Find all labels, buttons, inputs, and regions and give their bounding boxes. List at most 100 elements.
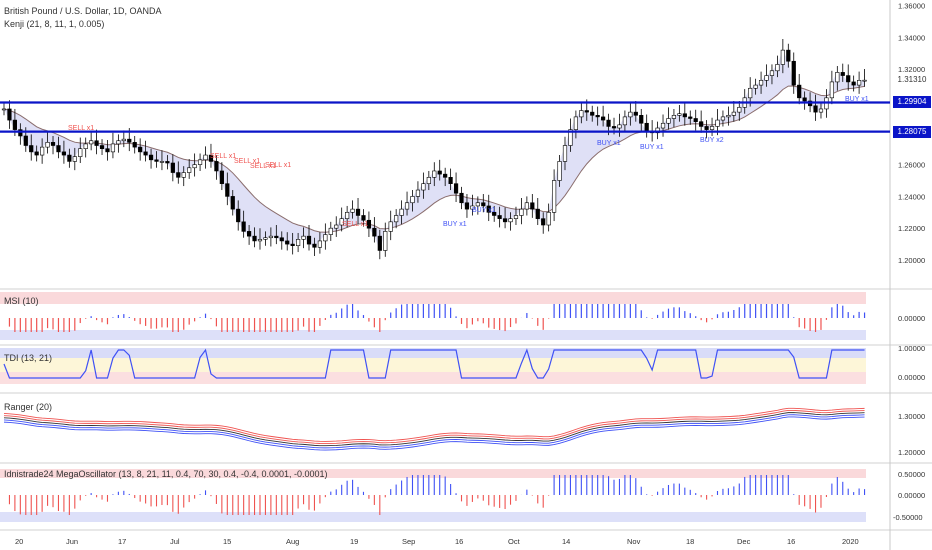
msi-pane-label[interactable]: MSI (10) bbox=[4, 296, 39, 306]
candle-body bbox=[829, 81, 834, 99]
candle-body bbox=[775, 64, 780, 72]
candle-body bbox=[552, 180, 557, 213]
candle-body bbox=[748, 87, 753, 99]
candle-body bbox=[791, 60, 796, 86]
candle-body bbox=[628, 111, 633, 118]
mega-axis-label: 0.50000 bbox=[898, 470, 925, 479]
mega-pane-label[interactable]: Idnistrade24 MegaOscillator (13, 8, 21, … bbox=[4, 469, 328, 479]
candle-body bbox=[568, 129, 573, 146]
time-axis-label: 16 bbox=[455, 537, 463, 546]
candle-body bbox=[132, 142, 137, 148]
candle-body bbox=[731, 111, 736, 116]
candle-body bbox=[671, 115, 677, 119]
candle-body bbox=[557, 161, 562, 181]
candle-body bbox=[192, 164, 197, 169]
candle-body bbox=[655, 127, 660, 134]
candle-body bbox=[116, 140, 121, 145]
tdi-axis-label: 0.00000 bbox=[898, 373, 925, 382]
candle-body bbox=[1, 108, 7, 111]
candle-body bbox=[857, 80, 862, 86]
price-axis-label: 1.20000 bbox=[898, 256, 925, 265]
candle-body bbox=[306, 235, 312, 245]
buy-signal-label: BUY x2 bbox=[700, 137, 724, 144]
last-price-badge: 1.31310 bbox=[893, 74, 931, 86]
candle-body bbox=[388, 221, 393, 232]
candle-body bbox=[89, 140, 94, 145]
candle-body bbox=[34, 151, 39, 156]
candle-body bbox=[421, 183, 426, 191]
candle-body bbox=[502, 218, 508, 223]
candle-body bbox=[660, 122, 666, 129]
candle-body bbox=[562, 145, 568, 162]
tdi-lower-zone bbox=[0, 372, 866, 384]
candle-body bbox=[29, 145, 34, 153]
price-axis-label: 1.36000 bbox=[898, 2, 925, 11]
candle-body bbox=[165, 161, 170, 164]
candle-body bbox=[12, 119, 17, 130]
candle-body bbox=[813, 105, 818, 113]
time-axis-label: 2020 bbox=[842, 537, 859, 546]
ranger-axis-label: 1.20000 bbox=[898, 448, 925, 457]
candle-body bbox=[279, 237, 284, 242]
candle-body bbox=[606, 119, 611, 127]
ranger-pane-label[interactable]: Ranger (20) bbox=[4, 402, 53, 412]
time-axis-label: 16 bbox=[787, 537, 795, 546]
candle-body bbox=[159, 161, 165, 163]
time-axis-label: Aug bbox=[286, 537, 299, 546]
candle-body bbox=[769, 70, 775, 76]
candle-body bbox=[415, 189, 421, 197]
buy-signal-label: BUY x1 bbox=[472, 207, 496, 214]
candle-body bbox=[726, 115, 731, 118]
ranger-band bbox=[3, 409, 865, 445]
candle-body bbox=[546, 212, 551, 226]
symbol-title[interactable]: British Pound / U.S. Dollar, 1D, OANDA bbox=[4, 6, 162, 16]
tdi-line bbox=[3, 348, 865, 379]
candle-body bbox=[524, 202, 529, 210]
candle-body bbox=[426, 177, 431, 184]
candle-body bbox=[301, 235, 306, 240]
candle-body bbox=[50, 142, 56, 146]
tdi-pane-label[interactable]: TDI (13, 21) bbox=[4, 353, 53, 363]
time-axis-label: 14 bbox=[562, 537, 570, 546]
candle-body bbox=[448, 177, 453, 184]
time-axis-label: 20 bbox=[15, 537, 23, 546]
candle-body bbox=[453, 183, 459, 194]
candle-body bbox=[720, 116, 726, 121]
candle-body bbox=[786, 49, 791, 62]
kenji-baseline bbox=[3, 85, 865, 233]
candle-body bbox=[633, 111, 638, 116]
candle-body bbox=[475, 202, 480, 207]
candle-body bbox=[317, 240, 322, 248]
candle-body bbox=[176, 172, 181, 178]
candle-body bbox=[486, 205, 491, 213]
mega-axis-label: 0.00000 bbox=[898, 491, 925, 500]
candle-body bbox=[181, 172, 186, 178]
candle-body bbox=[110, 143, 116, 153]
time-axis-label: Nov bbox=[627, 537, 641, 546]
candle-body bbox=[366, 219, 372, 229]
candle-body bbox=[143, 151, 148, 156]
price-axis-label: 1.34000 bbox=[898, 33, 925, 42]
candle-body bbox=[230, 196, 235, 210]
candle-body bbox=[170, 162, 175, 173]
level-badge-upper: 1.29904 bbox=[893, 96, 931, 108]
candle-body bbox=[797, 84, 802, 99]
time-axis-label: Sep bbox=[402, 537, 415, 546]
candle-body bbox=[704, 126, 709, 130]
candle-body bbox=[764, 75, 769, 81]
candle-body bbox=[355, 208, 361, 216]
indicator-title[interactable]: Kenji (21, 8, 11, 1, 0.005) bbox=[4, 19, 105, 29]
candle-body bbox=[851, 81, 856, 86]
candle-body bbox=[840, 72, 845, 76]
candle-body bbox=[383, 231, 388, 251]
candle-body bbox=[268, 235, 273, 239]
buy-signal-label: BUY x1 bbox=[597, 140, 621, 147]
candle-body bbox=[45, 142, 50, 148]
price-axis-label: 1.26000 bbox=[898, 161, 925, 170]
mega-lower-zone bbox=[0, 512, 866, 522]
candle-body bbox=[241, 221, 246, 232]
mega-upper-zone bbox=[0, 469, 866, 478]
candle-body bbox=[780, 49, 785, 65]
candle-body bbox=[639, 115, 644, 124]
